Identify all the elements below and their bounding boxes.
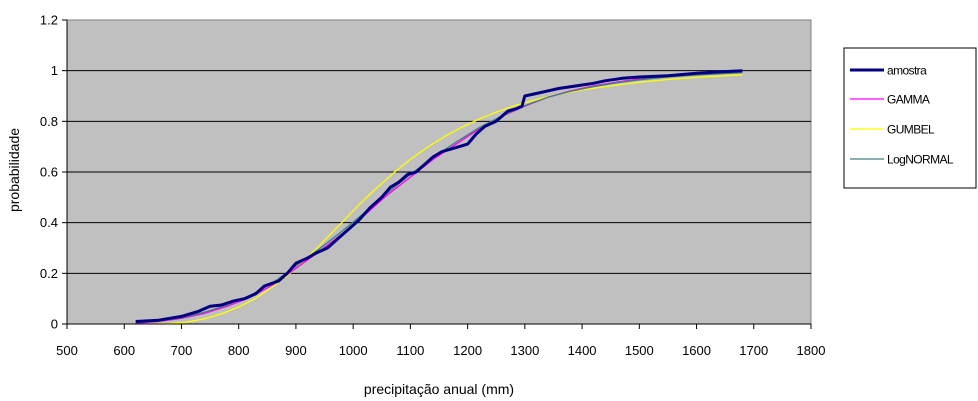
y-tick-label: 0.2 xyxy=(40,266,58,281)
x-tick-label: 500 xyxy=(56,343,78,358)
tick-labels: 0 0.2 0.4 0.6 0.8 1 1.2 500 600 700 800 900 1000 1100… xyxy=(40,13,826,359)
x-tick-label: 1500 xyxy=(625,343,654,358)
axes xyxy=(62,19,812,329)
legend-label: GAMMA xyxy=(887,93,930,107)
series-line-amostra xyxy=(135,69,743,323)
y-tick-label: 0.6 xyxy=(40,165,58,180)
legend-label: amostra xyxy=(887,64,927,78)
x-tick-label: 1600 xyxy=(682,343,711,358)
series-line-gumbel xyxy=(152,74,743,325)
x-tick-label: 1200 xyxy=(453,343,482,358)
x-tick-label: 900 xyxy=(285,343,307,358)
x-tick-label: 1300 xyxy=(510,343,539,358)
x-tick-label: 1400 xyxy=(568,343,597,358)
series-layer xyxy=(135,69,743,325)
legend: amostra GAMMA GUMBEL LogNORMAL xyxy=(843,47,977,189)
x-tick-label: 1800 xyxy=(797,343,826,358)
y-tick-label: 0.4 xyxy=(40,215,58,230)
y-tick-label: 1.2 xyxy=(40,13,58,28)
x-tick-label: 1700 xyxy=(739,343,768,358)
x-tick-label: 600 xyxy=(113,343,135,358)
y-tick-label: 1 xyxy=(51,63,58,78)
x-tick-label: 700 xyxy=(171,343,193,358)
y-tick-label: 0 xyxy=(51,317,58,332)
legend-label: GUMBEL xyxy=(887,123,935,137)
series-line-gamma xyxy=(135,71,743,324)
y-axis-title: probabilidade xyxy=(6,128,22,212)
x-tick-label: 800 xyxy=(228,343,250,358)
y-tick-label: 0.8 xyxy=(40,114,58,129)
legend-label: LogNORMAL xyxy=(887,153,954,167)
x-axis-title: precipitação anual (mm) xyxy=(364,381,514,397)
x-tick-label: 1000 xyxy=(339,343,368,358)
gridlines xyxy=(67,70,811,274)
x-tick-label: 1100 xyxy=(396,343,424,358)
